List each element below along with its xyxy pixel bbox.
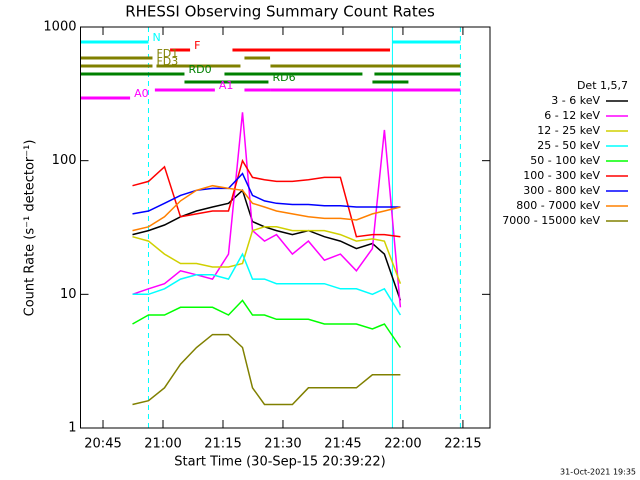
flag-label: RD0	[188, 63, 211, 76]
legend-label: 6 - 12 keV	[544, 109, 600, 122]
series-line	[132, 252, 402, 316]
x-axis-label: Start Time (30-Sep-15 20:39:22)	[174, 455, 385, 470]
series-line	[132, 299, 402, 348]
legend-label: 800 - 7000 keV	[516, 199, 600, 212]
x-tick-label: 21:30	[264, 437, 301, 452]
flag-label: A1	[219, 79, 234, 92]
y-tick-label: 1	[68, 421, 76, 436]
legend-label: 12 - 25 keV	[537, 124, 600, 137]
x-tick-label: 22:15	[444, 437, 481, 452]
legend-label: 50 - 100 keV	[530, 154, 600, 167]
legend-label: 7000 - 15000 keV	[502, 214, 600, 227]
flag-label: FD3	[156, 55, 178, 68]
flag-label: FD1	[156, 47, 178, 60]
legend-title: Det 1,5,7	[577, 79, 628, 92]
series-line	[132, 112, 402, 308]
flag-label: A0	[134, 87, 149, 100]
plot-frame	[80, 26, 491, 429]
y-tick-label: 100	[52, 153, 77, 168]
legend-label: 3 - 6 keV	[551, 94, 600, 107]
x-tick-label: 20:45	[84, 437, 121, 452]
series-line	[132, 172, 401, 215]
flag-label: F	[194, 39, 200, 52]
legend-label: 300 - 800 keV	[523, 184, 600, 197]
x-tick-label: 21:00	[144, 437, 181, 452]
series-line	[132, 158, 401, 238]
y-tick-label: 1000	[43, 20, 76, 35]
y-axis-label: Count Rate (s⁻¹ detector⁻¹)	[23, 140, 38, 317]
x-tick-label: 21:45	[324, 437, 361, 452]
legend-label: 25 - 50 keV	[537, 139, 600, 152]
series-line	[132, 184, 401, 232]
y-tick-label: 10	[60, 287, 77, 302]
flag-label: RD6	[272, 71, 295, 84]
chart-title: RHESSI Observing Summary Count Rates	[125, 3, 435, 21]
legend-label: 100 - 300 keV	[523, 169, 600, 182]
flag-label: N	[152, 31, 160, 44]
series-line	[132, 333, 401, 406]
footer: 31-Oct-2021 19:35	[560, 468, 636, 477]
x-tick-label: 22:00	[384, 437, 421, 452]
x-tick-label: 21:15	[204, 437, 241, 452]
series-line	[132, 226, 402, 284]
